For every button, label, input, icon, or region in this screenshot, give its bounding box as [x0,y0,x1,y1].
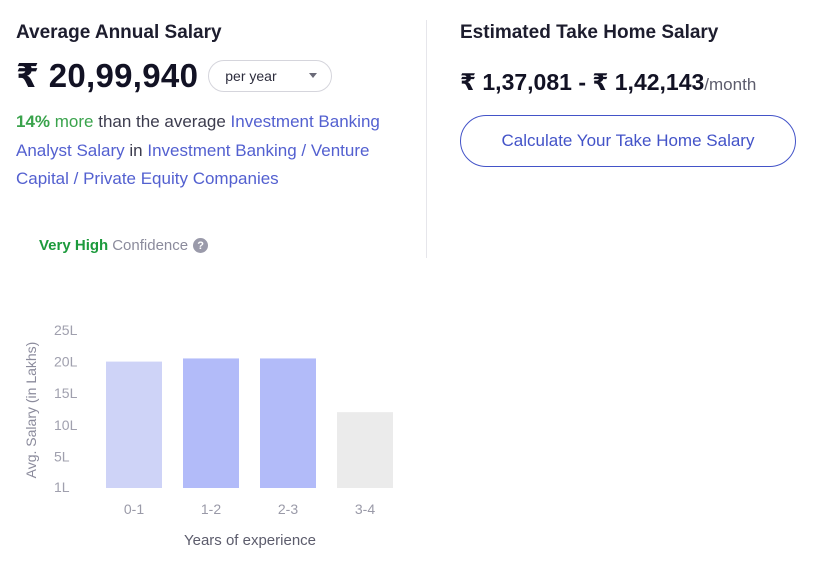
take-home-value: ₹ 1,37,081 - ₹ 1,42,143 /month [460,69,756,96]
take-home-heading: Estimated Take Home Salary [460,22,719,43]
y-tick-label: 1L [54,479,70,495]
period-dropdown[interactable]: per year [208,59,333,92]
salary-by-experience-chart: Avg. Salary (in Lakhs) 1L 5L 10L 15L 20L 25L 0-… [23,322,393,549]
y-tick-label: 15L [54,385,78,401]
salary-comparison-text: 14% more than the average Investment Ban… [16,108,396,194]
y-tick-label: 25L [54,322,78,338]
bar [337,412,393,488]
comparison-text-2: in [124,140,148,160]
x-tick-label: 2-3 [278,501,298,517]
x-tick-label: 0-1 [124,501,144,517]
x-axis-label: Years of experience [184,532,316,549]
x-tick-label: 1-2 [201,501,221,517]
y-axis-label: Avg. Salary (in Lakhs) [23,342,39,479]
y-tick-label: 5L [54,448,70,464]
calculate-take-home-button[interactable]: Calculate Your Take Home Salary [460,115,796,167]
investment-banking-companies-link[interactable]: Investment Banking / Venture Capital / P… [16,140,370,189]
x-tick-label: 3-4 [355,501,375,517]
caret-down-icon [309,73,318,78]
investment-banking-analyst-salary-link[interactable]: Investment Banking Analyst Salary [16,112,380,160]
bar [183,358,239,488]
average-salary-value: ₹ 20,99,940 [16,57,199,94]
salary-row: ₹ 20,99,940 per year [16,56,333,95]
confidence-indicator: Very High Confidence ? [39,237,209,254]
comparison-text-1: than the average [93,112,231,131]
comparison-more: more [50,112,94,131]
bar [106,361,162,488]
average-salary-heading: Average Annual Salary [16,22,222,43]
help-icon[interactable]: ? [193,238,209,253]
take-home-unit: /month [704,75,757,94]
period-dropdown-label: per year [225,67,277,84]
section-divider [426,20,427,258]
y-tick-label: 10L [54,417,78,433]
comparison-percent: 14% [16,112,51,131]
bar [260,358,316,488]
y-tick-label: 20L [54,354,78,370]
take-home-range: ₹ 1,37,081 - ₹ 1,42,143 [460,69,705,95]
confidence-level: Very High [39,237,109,254]
confidence-label: Confidence [112,237,189,254]
